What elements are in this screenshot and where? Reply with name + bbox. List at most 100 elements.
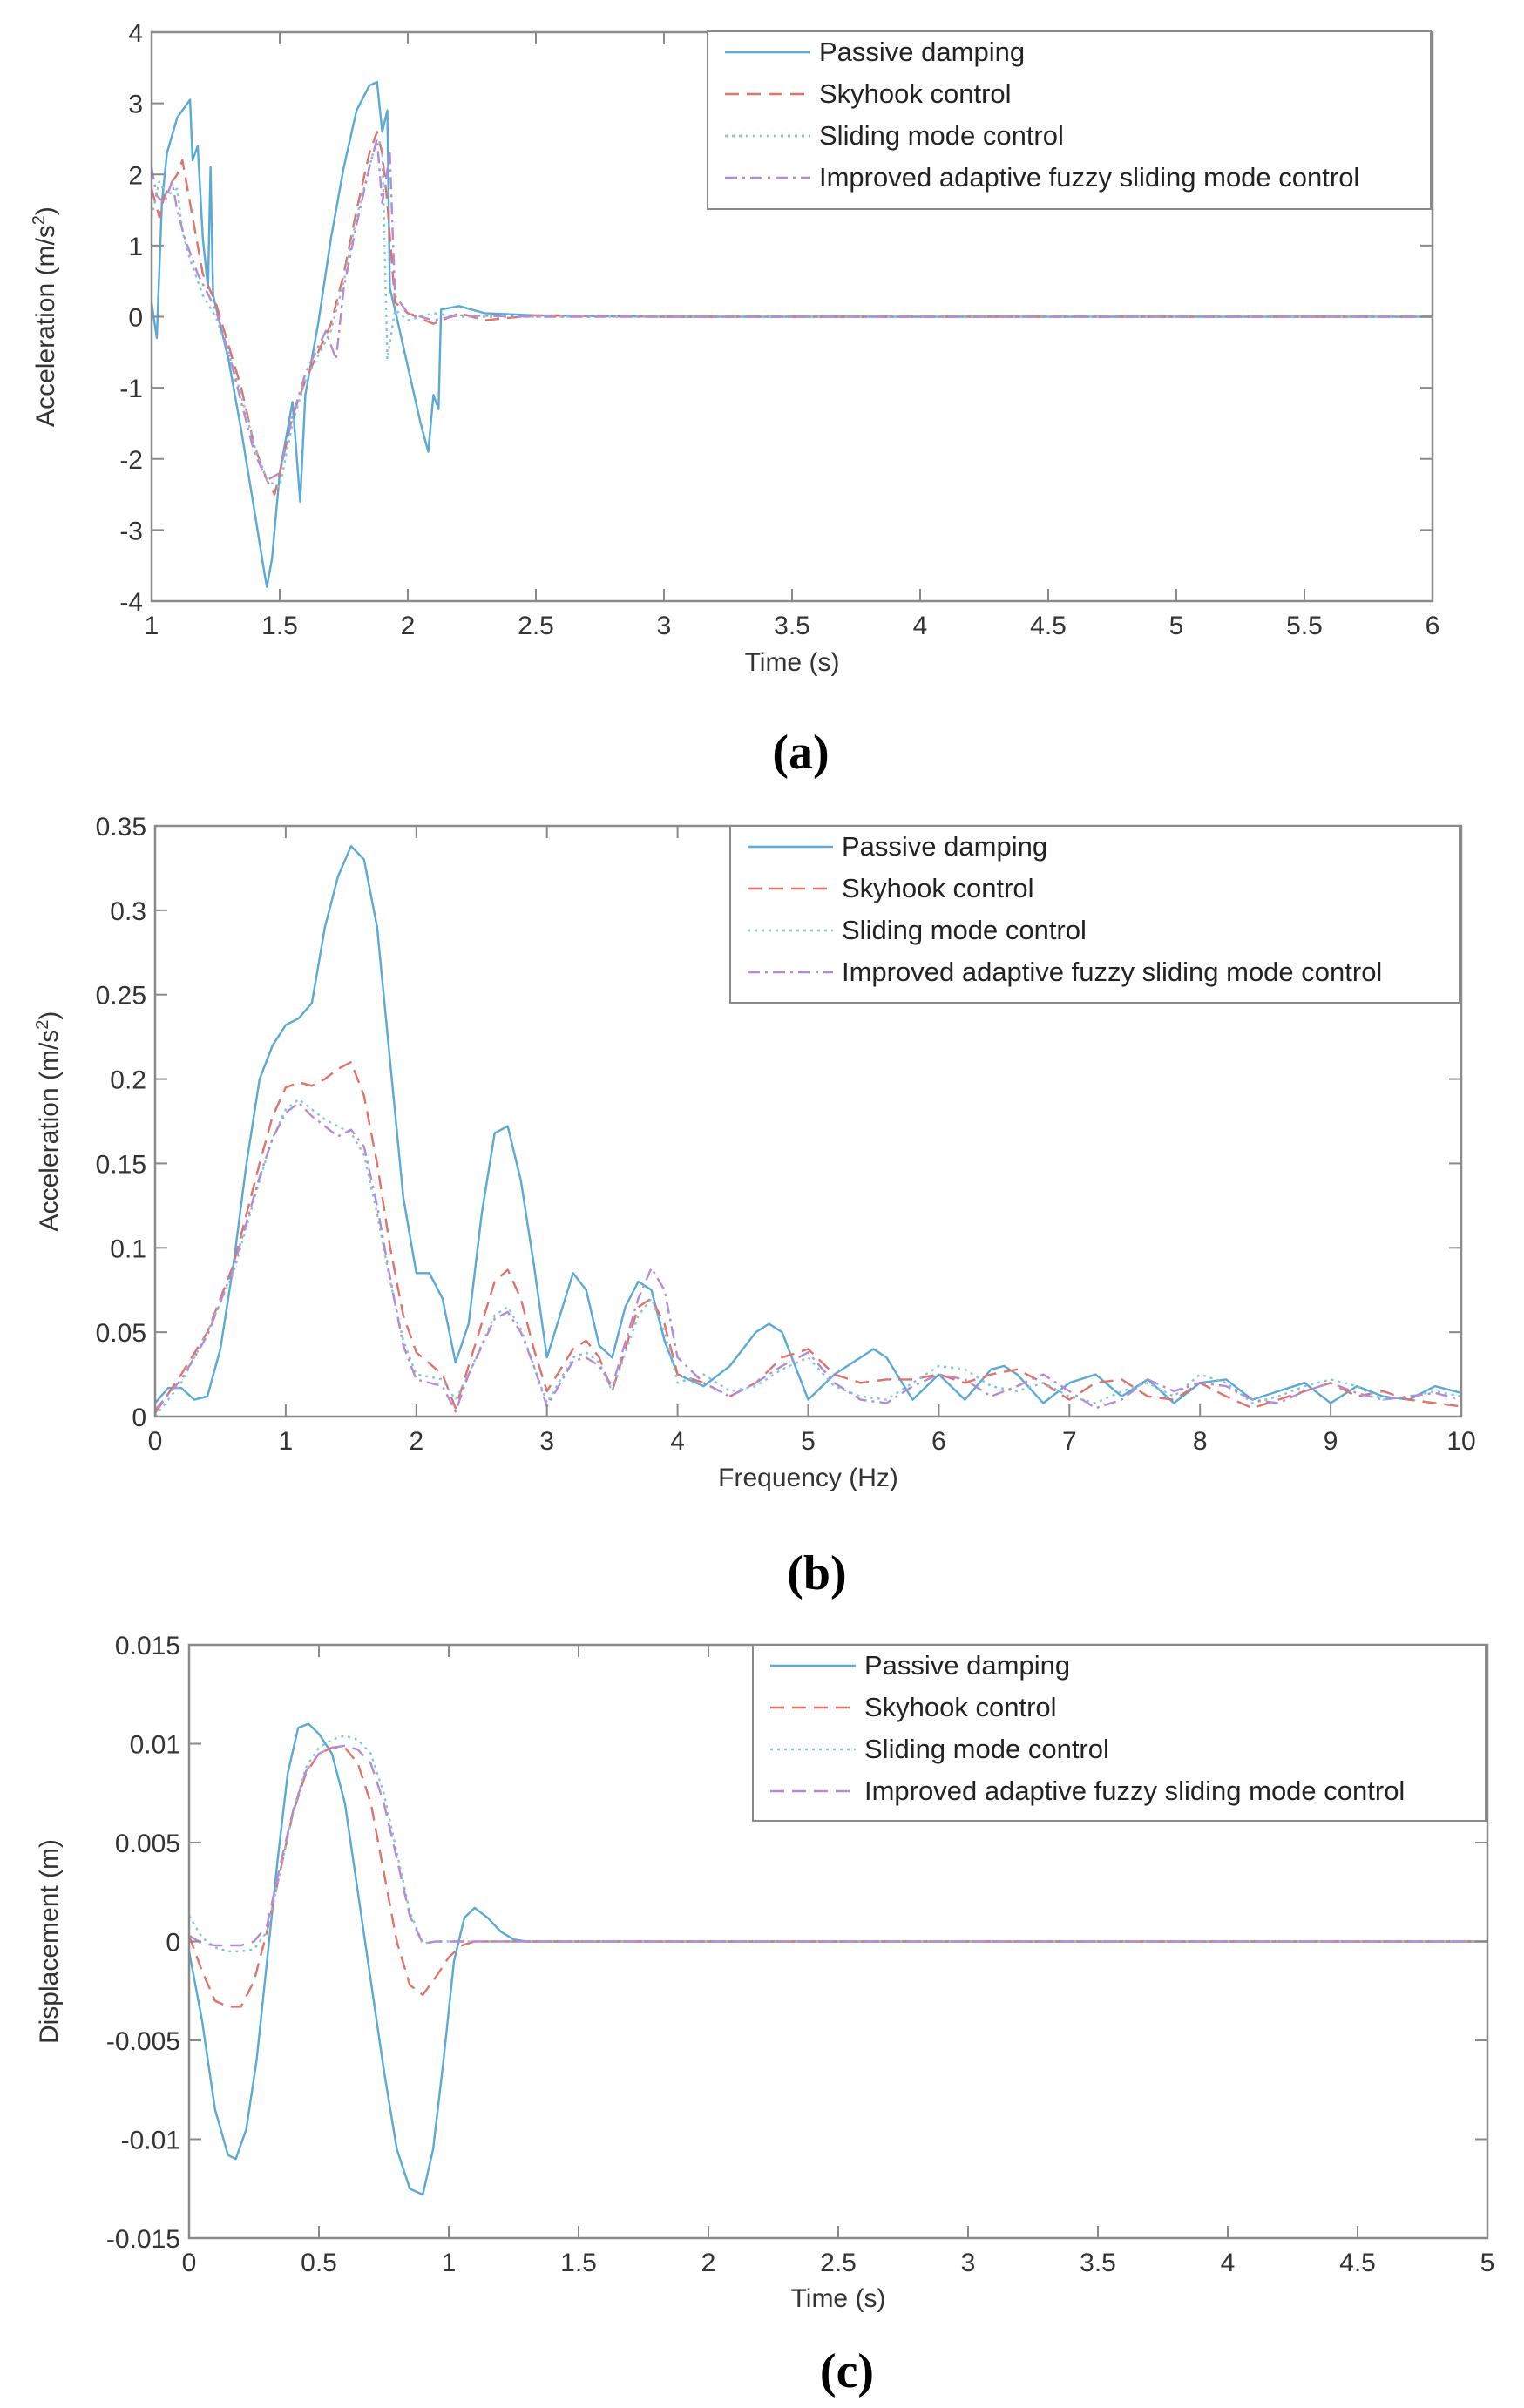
panel-c-x-tick-label: 3.5 — [1080, 2249, 1116, 2277]
panel-c-x-tick-label: 3 — [961, 2249, 976, 2277]
panel-a-legend-label-3: Sliding mode control — [819, 120, 1064, 151]
panel-b-y-tick-label: 0.3 — [110, 897, 146, 926]
panel-a-series-3-line — [150, 138, 1433, 489]
panel-c-x-tick-label: 2.5 — [820, 2249, 857, 2277]
panel-c-y-tick-label: 0.01 — [130, 1731, 180, 1760]
panel-b-x-tick-label: 2 — [409, 1427, 423, 1456]
panel-b-x-tick-label: 1 — [279, 1427, 294, 1456]
panel-b-lines — [154, 845, 1462, 1417]
panel-b-series-1-line — [154, 845, 1462, 1404]
panel-b-legend-label-3: Sliding mode control — [842, 915, 1087, 945]
panel-b-series-4-line — [154, 1101, 1462, 1413]
panel-b-acceleration-frequency: 0 1 2 3 4 5 6 7 8 9 10 0.35 0.3 0.25 0.2 0.15 0.1 0.050 … — [33, 813, 1476, 1600]
panel-a-ylabel-sup: 2 — [30, 215, 49, 225]
panel-a-legend-label-4: Improved adaptive fuzzy sliding mode con… — [819, 162, 1359, 193]
panel-a-x-tick-label: 2 — [401, 612, 416, 640]
panel-a-x-tick-label: 2.5 — [518, 612, 554, 640]
panel-c-x-tick-label: 2 — [701, 2249, 716, 2277]
panel-a-series-4-line — [150, 138, 1433, 482]
panel-c-legend: Passive damping Skyhook control Sliding mo… — [752, 1644, 1487, 1822]
panel-a-x-tick-label: 5.5 — [1286, 612, 1323, 640]
panel-b-y-tick-label: 0.25 — [96, 982, 146, 1011]
panel-c-displacement-time: 0 0.5 1 1.5 2 2.5 3 3.5 4 4.5 5 0.0150.010.0050-0.… — [35, 1632, 1494, 2398]
panel-a-x-tick-label: 1 — [145, 612, 159, 640]
panel-a-y-tick-label: -3 — [119, 517, 143, 545]
panel-c-y-tick-label: -0.015 — [106, 2225, 180, 2254]
panel-a-legend-label-2: Skyhook control — [819, 78, 1012, 109]
panel-a-series-1-line — [150, 80, 1433, 588]
panel-b-y-tick-label: 0.15 — [96, 1150, 146, 1179]
panel-c-legend-label-3: Sliding mode control — [864, 1734, 1109, 1764]
panel-a-x-tick-label: 3 — [657, 612, 672, 640]
panel-b-x-tick-label: 7 — [1062, 1427, 1077, 1456]
panel-c-x-ticks: 0 0.5 1 1.5 2 2.5 3 3.5 4 4.5 5 — [182, 1645, 1495, 2277]
panel-b-y-tick-label: 0.05 — [96, 1319, 146, 1348]
panel-b-series-2-line — [154, 1060, 1462, 1414]
panel-b-legend-label-2: Skyhook control — [842, 873, 1034, 903]
panel-c-series-1-line — [187, 1722, 1487, 2196]
panel-a-x-tick-label: 1.5 — [261, 612, 298, 640]
panel-a-x-tick-label: 5 — [1169, 612, 1184, 640]
panel-a-legend-label-1: Passive damping — [819, 37, 1025, 67]
panel-c-ylabel-main: Displacement (m) — [35, 1839, 64, 2044]
panel-b-x-tick-label: 5 — [801, 1427, 816, 1456]
panel-b-series-3-line — [154, 1098, 1462, 1417]
panel-a-y-tick-label: 3 — [128, 91, 143, 119]
panel-c-series-2-line — [187, 1746, 1487, 2008]
panel-b-x-tick-label: 8 — [1193, 1427, 1208, 1456]
panel-c-legend-label-4: Improved adaptive fuzzy sliding mode con… — [864, 1776, 1405, 1806]
panel-c-y-tick-label: -0.01 — [121, 2127, 180, 2155]
panel-c-y-tick-label: 0.015 — [115, 1632, 180, 1661]
panel-a-legend-box — [707, 30, 1432, 210]
panel-c-x-tick-label: 1.5 — [560, 2249, 597, 2277]
panel-c-y-axis-title: Displacement (m) — [35, 1839, 64, 2044]
panel-a-x-axis-title: Time (s) — [745, 648, 840, 677]
panel-a-x-tick-label: 4 — [913, 612, 928, 640]
panel-a-y-tick-label: 4 — [128, 19, 143, 48]
panel-a-legend: Passive damping Skyhook control Sliding mo… — [707, 30, 1432, 210]
panel-b-ylabel-main: Acceleration (m/s — [35, 1030, 64, 1232]
panel-a-series-2-line — [150, 131, 1433, 496]
panel-c-legend-label-2: Skyhook control — [864, 1692, 1057, 1722]
panel-a-y-tick-label: 1 — [128, 233, 143, 261]
panel-c-y-ticks: 0.015 0.01 0.005 0 -0.005 -0.01 -0.015 — [106, 1632, 1487, 2254]
panel-c-lines — [187, 1722, 1487, 2196]
panel-b-x-tick-label: 9 — [1324, 1427, 1338, 1456]
panel-a-y-tick-label: -4 — [119, 588, 143, 617]
panel-c-legend-box — [752, 1644, 1487, 1822]
panel-c-x-tick-label: 0.5 — [301, 2249, 337, 2277]
panel-b-x-tick-label: 10 — [1446, 1427, 1475, 1456]
panel-b-ylabel-sup: 2 — [33, 1020, 52, 1030]
panel-c-series-4-line — [188, 1744, 1487, 1947]
panel-c-y-tick-label: 0 — [166, 1929, 180, 1958]
panel-b-x-tick-label: 6 — [931, 1427, 946, 1456]
panel-a-y-tick-label: 0 — [128, 304, 143, 333]
panel-b-y-tick-label: 0.2 — [110, 1066, 146, 1095]
panel-a-caption: (a) — [772, 726, 829, 780]
panel-c-x-tick-label: 5 — [1480, 2249, 1495, 2277]
panel-b-legend: Passive damping Skyhook control Sliding mo… — [729, 825, 1460, 1004]
panel-b-x-ticks: 0 1 2 3 4 5 6 7 8 9 10 — [148, 826, 1476, 1456]
panel-b-ylabel-end: ) — [35, 1011, 64, 1020]
panel-b-x-tick-label: 3 — [539, 1427, 554, 1456]
panel-b-y-tick-label: 0.35 — [96, 813, 146, 842]
panel-a-y-tick-label: -1 — [119, 375, 143, 403]
panel-b-legend-box — [729, 825, 1460, 1004]
panel-c-x-tick-label: 1 — [442, 2249, 457, 2277]
panel-a-x-ticks: 1 1.5 2 2.5 3 3.5 4 4.5 5 5.5 6 — [145, 32, 1440, 640]
panel-b-y-tick-label: 0 — [132, 1404, 146, 1432]
panel-b-y-tick-label: 0.1 — [110, 1234, 146, 1263]
panel-b-x-tick-label: 4 — [670, 1427, 685, 1456]
panel-a-y-tick-label: 2 — [128, 161, 143, 190]
panel-a-x-tick-label: 6 — [1426, 612, 1440, 640]
panel-c-y-tick-label: -0.005 — [106, 2027, 180, 2056]
panel-c-caption: (c) — [820, 2344, 874, 2398]
panel-b-caption: (b) — [787, 1546, 846, 1600]
panel-a-acceleration-time: 1 1.5 2 2.5 3 3.5 4 4.5 5 5.5 6 4 3 2 1 0 -1 -2 -3 -4 Time… — [30, 19, 1439, 780]
panel-a-y-tick-label: -2 — [119, 446, 143, 475]
panel-a-x-tick-label: 4.5 — [1030, 612, 1067, 640]
panel-a-y-axis-title: Acceleration (m/s2) — [30, 206, 60, 427]
panel-a-x-tick-label: 3.5 — [774, 612, 810, 640]
panel-c-y-tick-label: 0.005 — [115, 1830, 180, 1858]
